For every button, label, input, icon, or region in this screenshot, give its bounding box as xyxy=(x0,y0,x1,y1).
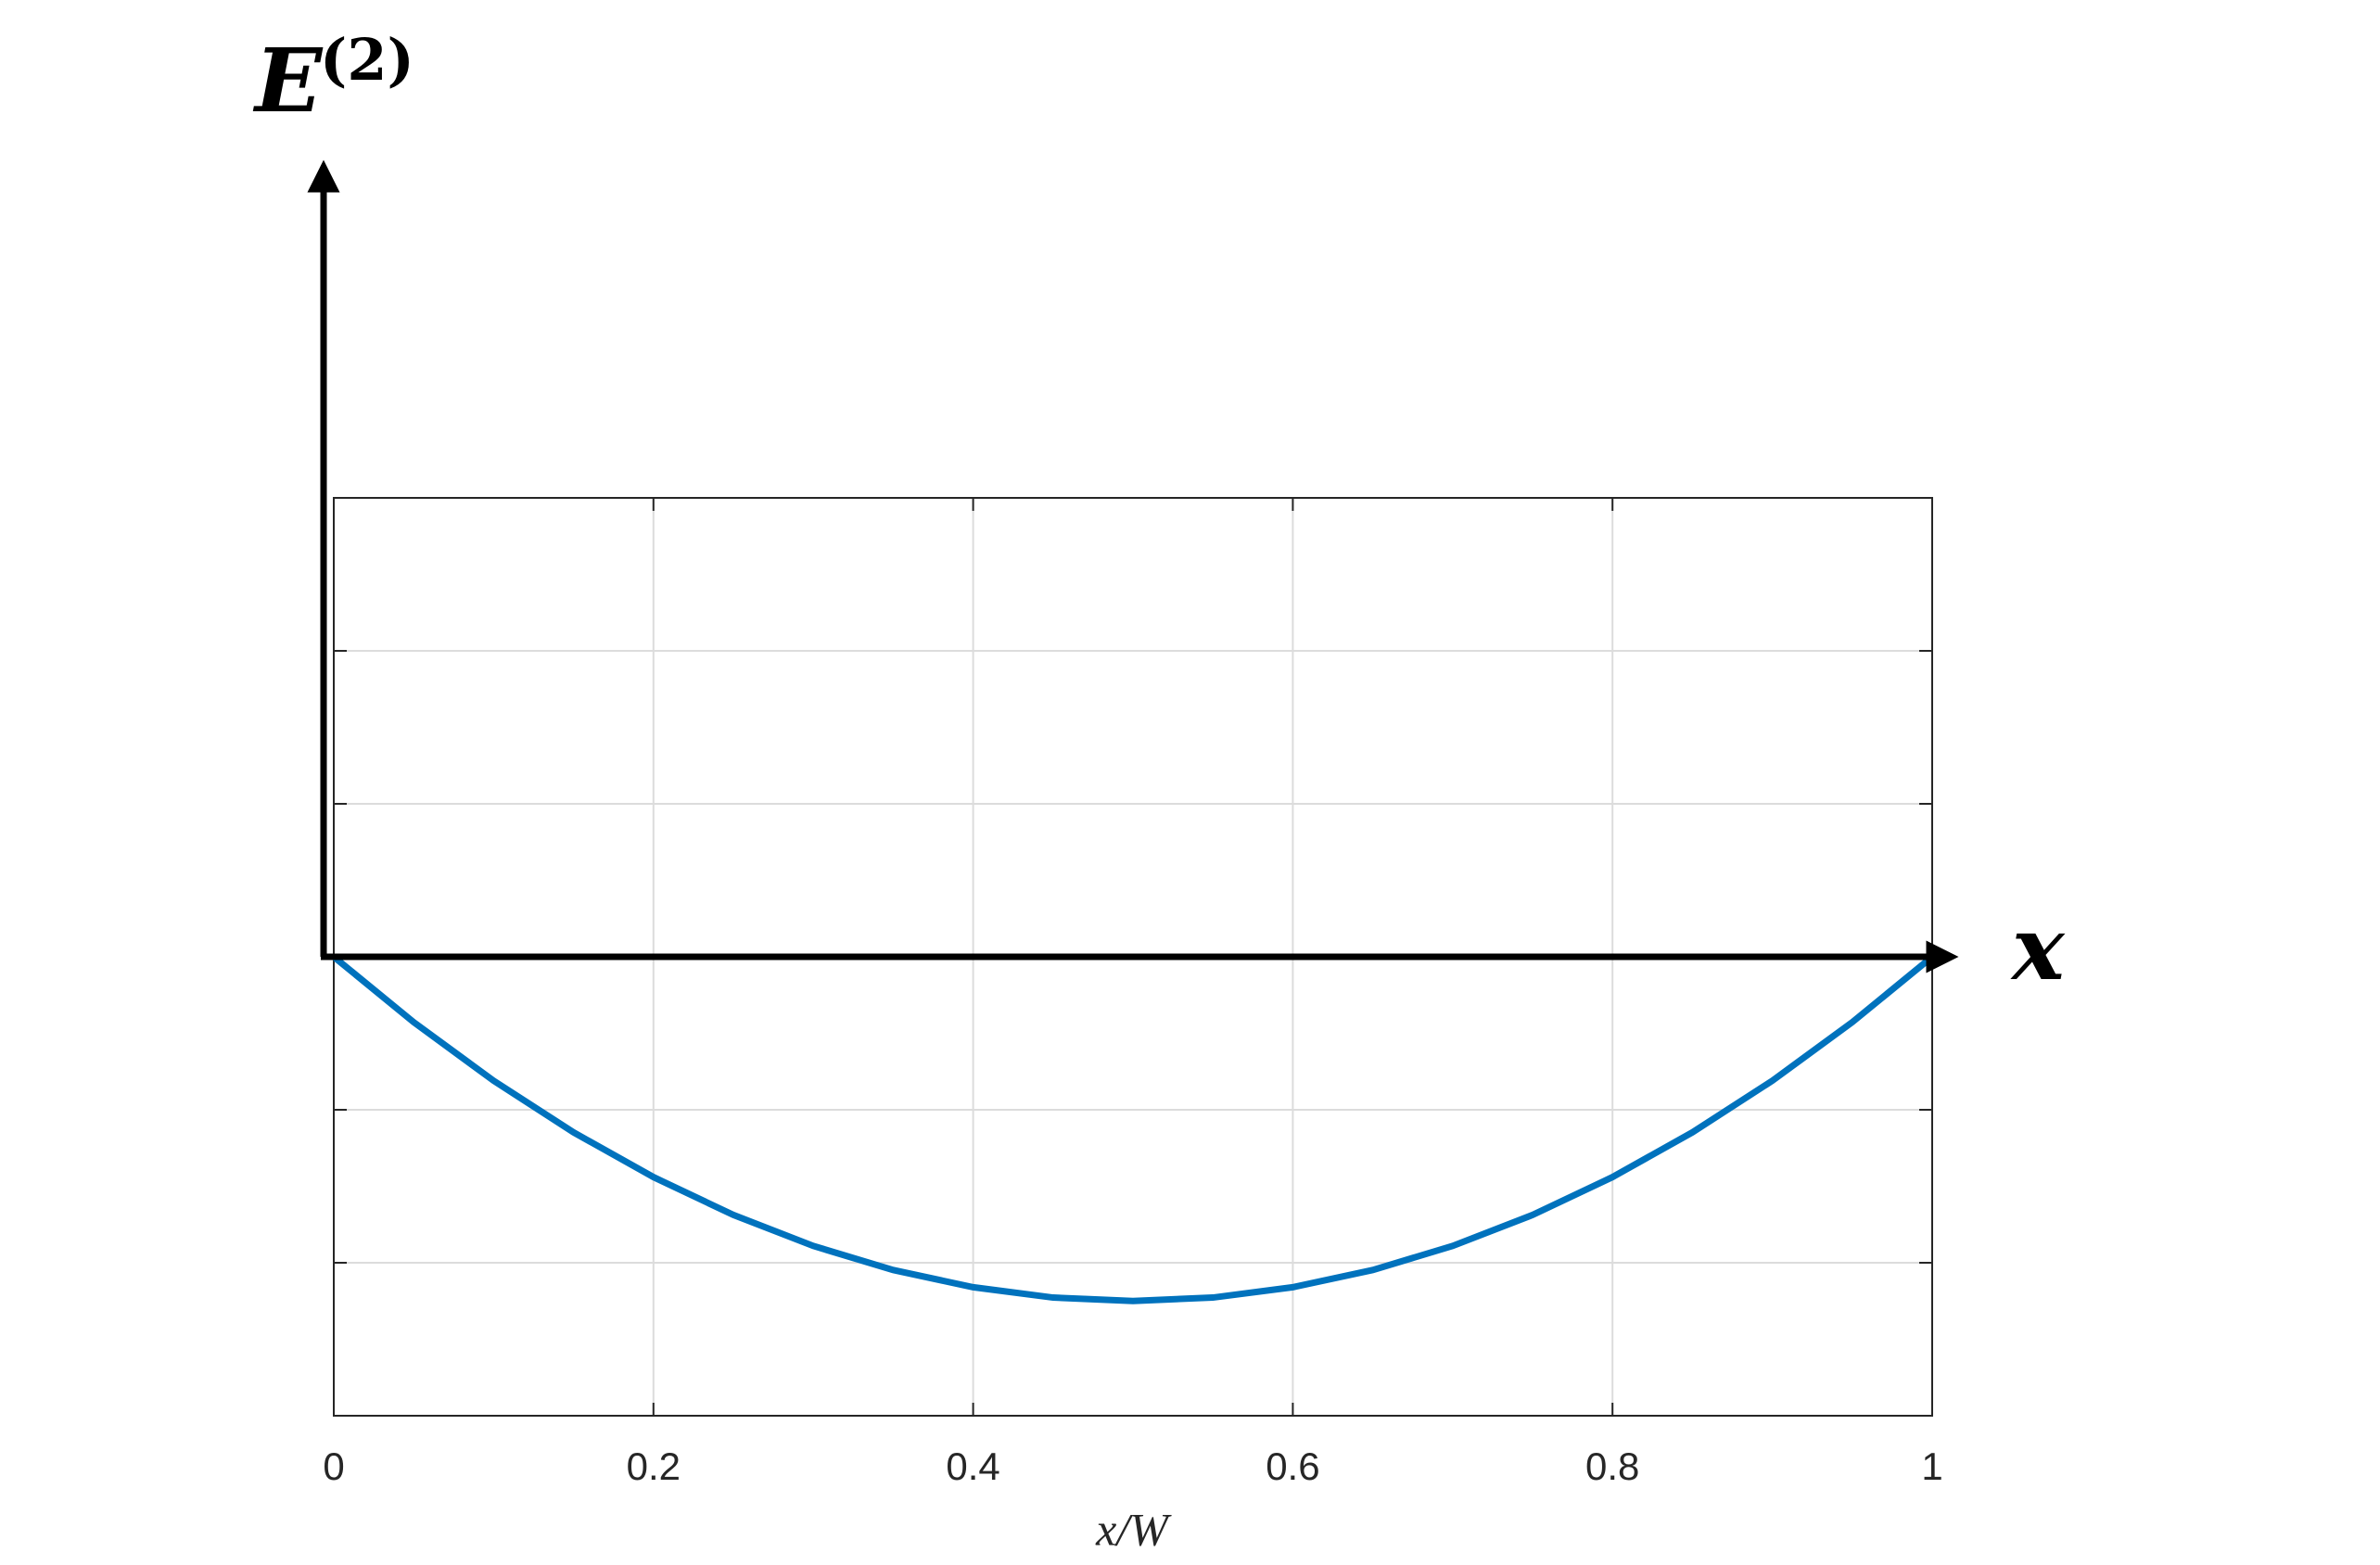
x-tick-label: 1 xyxy=(1921,1444,1942,1488)
x-tick-label: 0.2 xyxy=(627,1444,681,1488)
x-axis-label: x/W xyxy=(1095,1503,1172,1555)
x-arrow-label: x xyxy=(2010,897,2066,1000)
y-arrow-label-sup: (2) xyxy=(320,26,414,94)
x-tick-label: 0 xyxy=(323,1444,344,1488)
plot-area: 0 0.2 0.4 0.6 0.8 1 xyxy=(323,497,1943,1488)
x-tick-label: 0.6 xyxy=(1266,1444,1319,1488)
y-arrow-label: E xyxy=(252,30,324,133)
data-line xyxy=(331,954,1935,1304)
x-tick-label: 0.4 xyxy=(946,1444,999,1488)
x-tick-label: 0.8 xyxy=(1585,1444,1639,1488)
